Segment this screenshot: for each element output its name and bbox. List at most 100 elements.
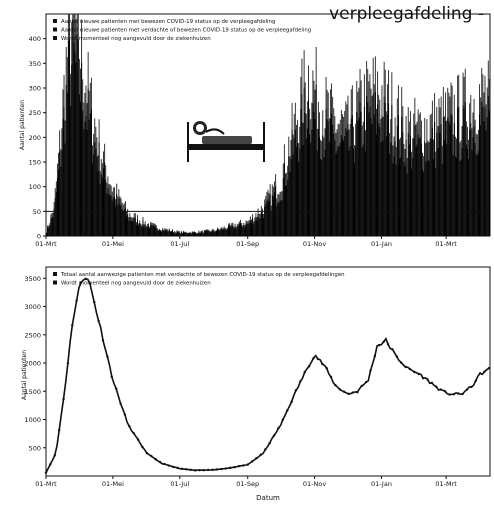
bar-confirmed bbox=[380, 142, 382, 236]
bar-confirmed bbox=[60, 166, 62, 236]
data-point bbox=[342, 390, 346, 393]
data-point bbox=[443, 390, 447, 393]
bar-confirmed bbox=[109, 194, 111, 236]
bar-confirmed bbox=[312, 103, 314, 236]
x-tick-label: 01-Jan bbox=[371, 480, 392, 488]
bar-confirmed bbox=[451, 115, 453, 236]
data-point bbox=[382, 340, 385, 343]
bar-confirmed bbox=[147, 225, 149, 236]
bar-confirmed bbox=[445, 121, 447, 236]
bar-confirmed bbox=[103, 168, 104, 236]
data-point bbox=[211, 468, 214, 472]
data-point bbox=[281, 418, 284, 421]
data-point bbox=[53, 454, 56, 457]
bar-confirmed bbox=[237, 225, 239, 236]
bar-confirmed bbox=[339, 143, 341, 236]
y-tick-label: 100 bbox=[29, 183, 41, 191]
bar-confirmed bbox=[430, 138, 432, 236]
bar-confirmed bbox=[173, 232, 175, 236]
bar-confirmed bbox=[320, 158, 322, 236]
bar-confirmed bbox=[264, 206, 266, 236]
bar-confirmed bbox=[251, 222, 252, 236]
bar-confirmed bbox=[443, 140, 445, 236]
bar-confirmed bbox=[218, 230, 220, 236]
x-tick-label: 01-Mrt bbox=[435, 240, 457, 248]
panel-total-present: 500 1000 1500 2000 2500 3000 3500 01-Mrt 01-Mei… bbox=[21, 266, 491, 502]
bar-confirmed bbox=[367, 102, 369, 236]
bar-confirmed bbox=[229, 225, 231, 236]
data-point bbox=[272, 434, 276, 437]
bar-confirmed bbox=[454, 156, 456, 236]
bar-confirmed bbox=[158, 230, 160, 236]
bar-confirmed bbox=[207, 230, 209, 236]
legend-entry: Wordt momenteel nog aangevuld door de zi… bbox=[61, 281, 211, 287]
bar-confirmed bbox=[242, 227, 244, 236]
bar-confirmed bbox=[130, 220, 132, 236]
data-point bbox=[452, 392, 456, 396]
data-point bbox=[360, 384, 363, 388]
bar-confirmed bbox=[279, 200, 281, 236]
bar-confirmed bbox=[420, 143, 422, 236]
data-point bbox=[167, 464, 170, 467]
bar-confirmed bbox=[294, 129, 296, 236]
bar-confirmed bbox=[261, 214, 263, 236]
bar-confirmed bbox=[258, 218, 260, 236]
bar-confirmed bbox=[144, 224, 146, 236]
bar-confirmed bbox=[484, 107, 486, 236]
data-point bbox=[347, 392, 350, 396]
bar-confirmed bbox=[344, 136, 346, 236]
bar-confirmed bbox=[265, 204, 267, 236]
bar-confirmed bbox=[417, 134, 419, 236]
data-point bbox=[88, 282, 92, 285]
legend-entry: Aantal nieuwe patienten met verdachte of… bbox=[61, 28, 311, 34]
bar-confirmed bbox=[474, 143, 476, 236]
bar-confirmed bbox=[97, 171, 99, 236]
bar-confirmed bbox=[143, 226, 145, 236]
data-point bbox=[465, 388, 469, 391]
data-point bbox=[202, 468, 206, 472]
data-point bbox=[417, 372, 420, 376]
y-tick-label: 1000 bbox=[24, 416, 41, 424]
bar-confirmed bbox=[167, 231, 169, 236]
legend-entry: Aantal nieuwe patienten met bewezen COVI… bbox=[61, 19, 275, 25]
bar-confirmed bbox=[453, 122, 455, 236]
bar-confirmed bbox=[365, 151, 367, 236]
y-tick-label: 300 bbox=[29, 85, 41, 93]
bar-confirmed bbox=[204, 231, 206, 236]
bar-confirmed bbox=[306, 128, 308, 236]
data-point bbox=[316, 357, 320, 361]
bar-confirmed bbox=[269, 194, 271, 236]
bar-confirmed bbox=[189, 232, 191, 236]
bar-confirmed bbox=[210, 232, 212, 236]
bar-confirmed bbox=[206, 230, 208, 236]
bar-confirmed bbox=[200, 231, 202, 236]
y-axis-ticks-top: 0 50 100 150 200 250 300 350 400 bbox=[29, 35, 46, 241]
bar-confirmed bbox=[441, 163, 443, 236]
data-point bbox=[128, 425, 131, 428]
bar-confirmed bbox=[471, 149, 473, 236]
bar-confirmed bbox=[354, 163, 356, 236]
bar-confirmed bbox=[355, 146, 357, 236]
data-point bbox=[470, 385, 473, 389]
bar-confirmed bbox=[309, 134, 311, 236]
data-point bbox=[435, 385, 438, 388]
bar-confirmed bbox=[322, 135, 324, 236]
bar-confirmed bbox=[352, 148, 354, 236]
bar-confirmed bbox=[116, 194, 118, 236]
bar-confirmed bbox=[227, 226, 229, 236]
data-point bbox=[478, 372, 482, 375]
bar-confirmed bbox=[99, 183, 101, 236]
bar-confirmed bbox=[475, 154, 477, 236]
bar-confirmed bbox=[282, 178, 284, 236]
data-point bbox=[391, 348, 394, 351]
y-tick-label: 2500 bbox=[24, 331, 41, 339]
bar-confirmed bbox=[61, 149, 63, 236]
bar-confirmed bbox=[188, 233, 190, 236]
bar-confirmed bbox=[213, 231, 215, 236]
bar-confirmed bbox=[77, 39, 79, 237]
bar-confirmed bbox=[286, 185, 288, 236]
bar-confirmed bbox=[208, 231, 210, 236]
bar-confirmed bbox=[82, 110, 84, 236]
bar-confirmed bbox=[404, 166, 406, 236]
bar-confirmed bbox=[431, 127, 433, 236]
